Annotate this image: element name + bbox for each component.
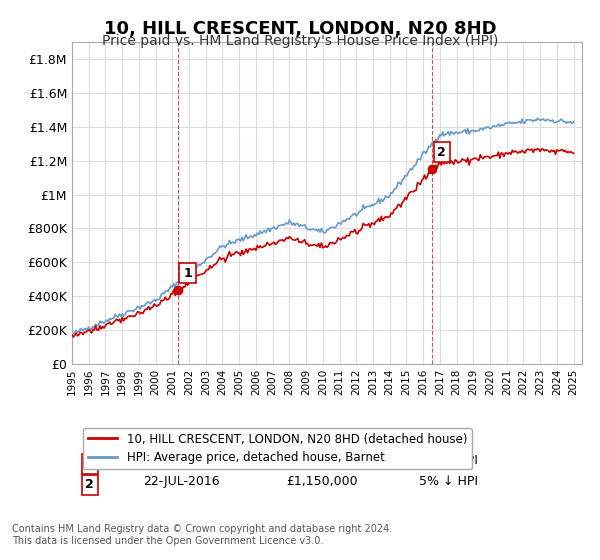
Text: 10, HILL CRESCENT, LONDON, N20 8HD: 10, HILL CRESCENT, LONDON, N20 8HD (104, 20, 496, 38)
Legend: 10, HILL CRESCENT, LONDON, N20 8HD (detached house), HPI: Average price, detache: 10, HILL CRESCENT, LONDON, N20 8HD (deta… (83, 428, 472, 469)
Text: 1: 1 (85, 458, 94, 470)
Text: Contains HM Land Registry data © Crown copyright and database right 2024.
This d: Contains HM Land Registry data © Crown c… (12, 524, 392, 546)
Text: 2% ↑ HPI: 2% ↑ HPI (419, 454, 478, 467)
Text: 1: 1 (183, 267, 192, 280)
Text: Price paid vs. HM Land Registry's House Price Index (HPI): Price paid vs. HM Land Registry's House … (102, 34, 498, 48)
Text: 5% ↓ HPI: 5% ↓ HPI (419, 475, 478, 488)
Text: 2: 2 (437, 146, 446, 158)
Text: 22-JUL-2016: 22-JUL-2016 (143, 475, 220, 488)
Text: 04-MAY-2001: 04-MAY-2001 (143, 454, 224, 467)
Text: £435,000: £435,000 (286, 454, 346, 467)
Text: 2: 2 (85, 478, 94, 491)
Text: £1,150,000: £1,150,000 (286, 475, 358, 488)
